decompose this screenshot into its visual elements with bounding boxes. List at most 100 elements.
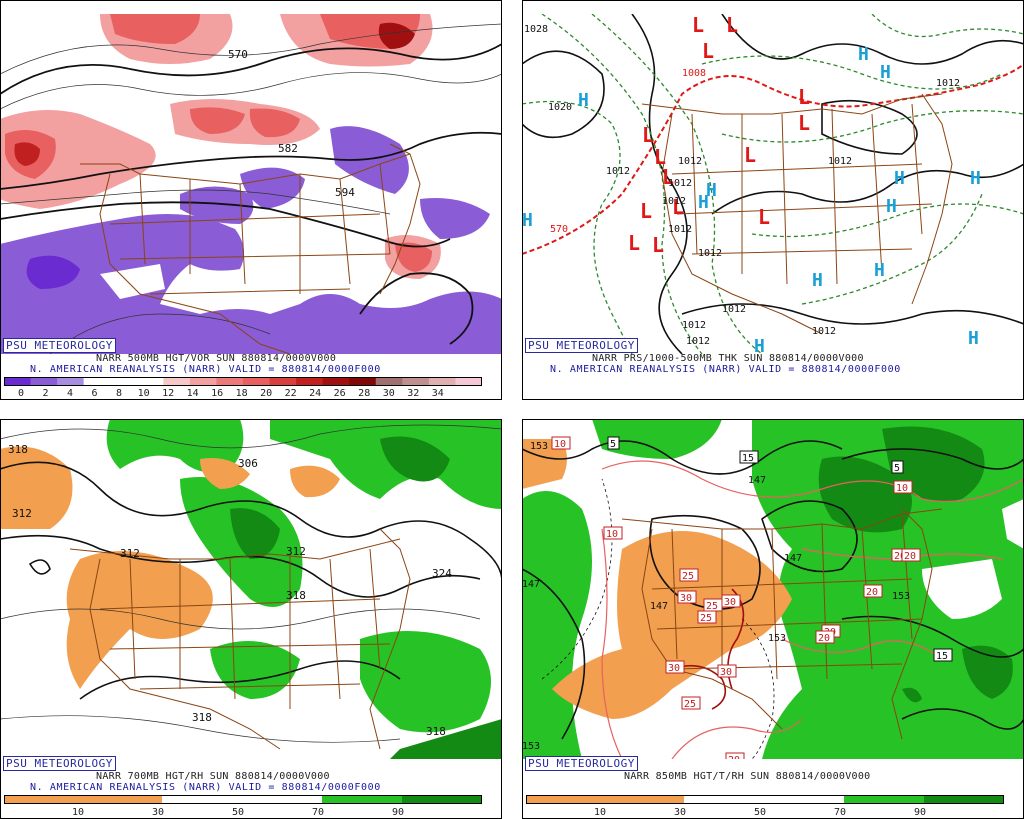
scale-cell [375, 377, 403, 386]
svg-text:L: L [642, 123, 654, 147]
svg-text:L: L [654, 145, 666, 169]
svg-text:H: H [970, 168, 981, 189]
political-borders [69, 528, 411, 750]
svg-text:H: H [754, 336, 765, 354]
vorticity-tick: 16 [211, 388, 224, 399]
vorticity-tick: 18 [235, 388, 248, 399]
vorticity-map: 570 582 594 [0, 14, 502, 354]
panel-validity-caption: N. AMERICAN REANALYSIS (NARR) VALID = 88… [30, 364, 381, 375]
svg-text:1012: 1012 [668, 178, 692, 189]
svg-text:312: 312 [12, 507, 32, 520]
temperature-label: 5 [610, 439, 616, 450]
svg-text:L: L [798, 111, 810, 135]
svg-text:L: L [744, 143, 756, 167]
temperature-label: 10 [606, 529, 618, 540]
temperature-label: 15 [936, 651, 948, 662]
vorticity-tick: 4 [67, 388, 74, 399]
temperature-label: 20 [866, 587, 878, 598]
svg-text:1012: 1012 [668, 224, 692, 235]
pressure-map: H H H H H H H H H H H H H L L L L L L L … [522, 14, 1024, 354]
svg-text:L: L [662, 165, 674, 189]
vorticity-tick: 20 [260, 388, 273, 399]
svg-text:1012: 1012 [698, 248, 722, 259]
vorticity-tick: 10 [137, 388, 150, 399]
temperature-label: 25 [684, 699, 696, 710]
panel-validity-caption: N. AMERICAN REANALYSIS (NARR) VALID = 88… [550, 364, 901, 375]
vorticity-tick: 28 [358, 388, 371, 399]
svg-text:147: 147 [650, 601, 668, 612]
temperature-label: 25 [700, 613, 712, 624]
svg-text:324: 324 [432, 567, 452, 580]
svg-text:306: 306 [238, 457, 258, 470]
scale-cell [269, 377, 297, 386]
temperature-label: 20 [818, 633, 830, 644]
temperature-label-box [893, 480, 913, 494]
dry-area [0, 446, 73, 529]
svg-text:147: 147 [784, 553, 802, 564]
temperature-label-box [739, 450, 759, 464]
moist-area [522, 491, 592, 759]
svg-text:H: H [886, 196, 897, 217]
svg-text:1012: 1012 [678, 156, 702, 167]
svg-text:H: H [698, 192, 709, 213]
svg-text:153: 153 [530, 441, 548, 452]
scale-cell [4, 377, 32, 386]
temperature-label-box [679, 568, 699, 582]
temperature-label: 10 [554, 439, 566, 450]
vorticity-tick: 24 [309, 388, 322, 399]
svg-text:1020: 1020 [548, 102, 572, 113]
temperature-label-box [681, 696, 701, 710]
scale-cell [402, 377, 430, 386]
rh700-map: 318 306 312 312 312 318 324 318 318 [0, 419, 502, 759]
contour-labels: 318 306 312 312 312 318 324 318 318 [8, 443, 452, 738]
contour-label-582: 582 [278, 142, 298, 155]
svg-text:H: H [968, 328, 979, 349]
scale-cell [189, 377, 217, 386]
svg-text:1012: 1012 [686, 336, 710, 347]
svg-text:1012: 1012 [682, 320, 706, 331]
temperature-label: 30 [724, 597, 736, 608]
scale-cell [296, 377, 324, 386]
temperature-label: 30 [720, 667, 732, 678]
temperature-label: 20 [904, 551, 916, 562]
rh850-tick-50: 50 [754, 807, 767, 818]
svg-text:1012: 1012 [662, 196, 686, 207]
scale-cell [163, 377, 191, 386]
vorticity-tick: 0 [18, 388, 25, 399]
svg-text:L: L [758, 205, 770, 229]
rh850-tick-30: 30 [674, 807, 687, 818]
svg-text:H: H [706, 180, 717, 201]
temperature-label-box [725, 752, 745, 759]
rh700-tick-90: 90 [392, 807, 405, 818]
scale-cell [83, 377, 111, 386]
scale-cell [455, 377, 482, 386]
vorticity-tick: 8 [116, 388, 123, 399]
rh700-tick-70: 70 [312, 807, 325, 818]
panel-caption: NARR 500MB HGT/VOR SUN 880814/0000V000 [96, 353, 337, 364]
dry-area [522, 439, 567, 489]
temperature-labels: 1051551010202020202530253025303025201520 [551, 436, 953, 759]
svg-text:H: H [522, 210, 533, 231]
svg-text:L: L [652, 233, 664, 257]
vorticity-tick: 12 [162, 388, 175, 399]
temperature-label: 30 [680, 593, 692, 604]
svg-text:1012: 1012 [812, 326, 836, 337]
panel-caption: NARR 850MB HGT/T/RH SUN 880814/0000V000 [624, 771, 871, 782]
contour-label-594: 594 [335, 186, 355, 199]
svg-text:1012: 1012 [606, 166, 630, 177]
scale-cell [322, 377, 350, 386]
svg-text:L: L [628, 231, 640, 255]
political-borders [641, 93, 953, 335]
scale-cell [349, 377, 377, 386]
thickness-label-570: 570 [550, 224, 568, 235]
temperature-label-box [901, 548, 921, 562]
svg-text:1012: 1012 [722, 304, 746, 315]
svg-text:1012: 1012 [828, 156, 852, 167]
vorticity-tick: 34 [431, 388, 444, 399]
vorticity-color-scale [4, 377, 482, 386]
rh850-tick-90: 90 [914, 807, 927, 818]
vorticity-tick: 32 [407, 388, 420, 399]
vorticity-tick: 30 [382, 388, 395, 399]
svg-text:318: 318 [192, 711, 212, 724]
temperature-label-box [717, 664, 737, 678]
